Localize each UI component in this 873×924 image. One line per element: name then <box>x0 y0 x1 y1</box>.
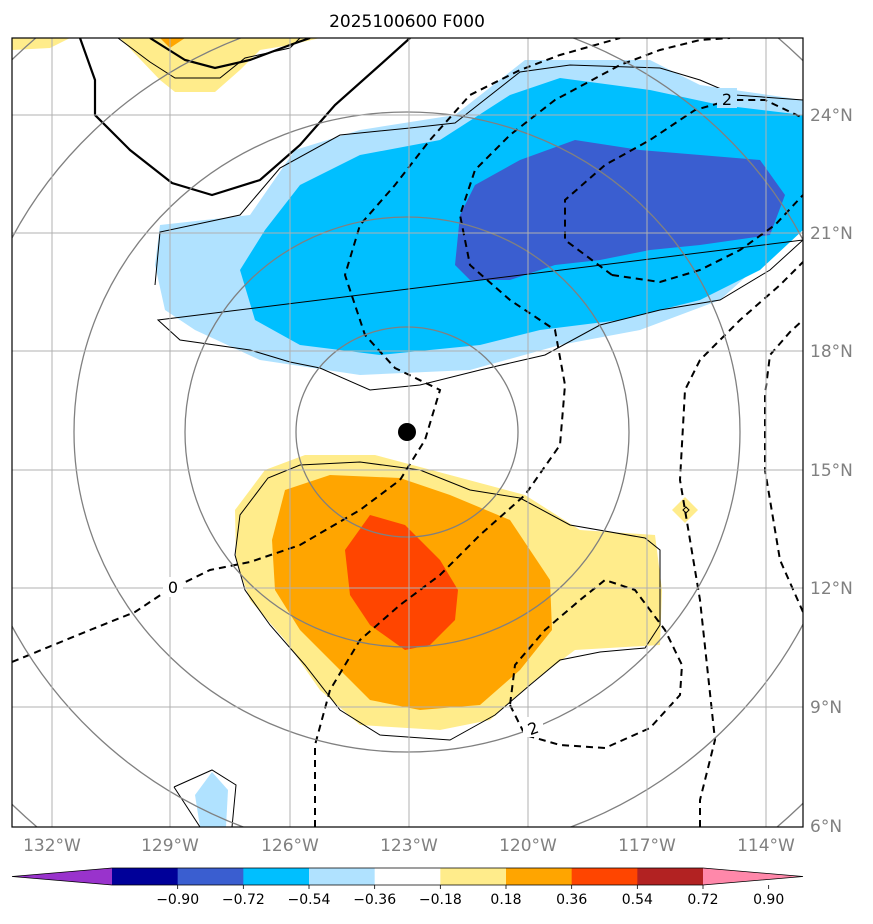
lon-label: 114°W <box>737 836 795 856</box>
plot-frame <box>11 37 804 828</box>
positive-anomaly-top-strong-region <box>160 38 185 48</box>
positive-anomaly-top-region <box>12 38 320 92</box>
lat-label: 15°N <box>810 461 853 481</box>
colorbar-tick-label: 0.18 <box>490 892 521 908</box>
lat-label: 6°N <box>810 817 842 837</box>
solid-contour <box>78 38 411 197</box>
storm-center-marker <box>398 423 416 441</box>
colorbar-segment <box>177 868 244 885</box>
colorbar-segment <box>243 868 310 885</box>
colorbar-tick-label: −0.18 <box>419 892 462 908</box>
positive-anomaly-strong-region <box>345 515 458 650</box>
colorbar-segment <box>440 868 507 885</box>
colorbar-tick-label: −0.54 <box>288 892 331 908</box>
solid-contour-top <box>149 38 311 70</box>
lat-label: 9°N <box>810 698 842 718</box>
longitude-labels: 132°W 129°W 126°W 123°W 120°W 117°W 114°… <box>23 836 795 856</box>
colorbar-segment <box>309 868 376 885</box>
negative-anomaly-small-region <box>195 772 228 827</box>
lat-label: 12°N <box>810 579 853 599</box>
lat-label: 21°N <box>810 224 853 244</box>
bottom-anomaly-outline <box>173 769 237 827</box>
lon-label: 123°W <box>380 836 438 856</box>
lon-label: 117°W <box>618 836 676 856</box>
colorbar-segment <box>571 868 638 885</box>
dashed-contours <box>12 38 803 827</box>
lat-label: 24°N <box>810 106 853 126</box>
colorbar-tick-label: 0.54 <box>622 892 653 908</box>
lat-label: 18°N <box>810 342 853 362</box>
lon-label: 129°W <box>141 836 199 856</box>
negative-anomaly-outline <box>154 64 803 391</box>
colorbar-extend-high <box>703 868 803 885</box>
colorbar-tick-label: 0.90 <box>753 892 784 908</box>
colorbar-tick-label: −0.36 <box>353 892 396 908</box>
colorbar-tick-label: 0.72 <box>687 892 718 908</box>
colorbar-tick-label: −0.90 <box>156 892 199 908</box>
colorbar-segment <box>506 868 573 885</box>
colorbar-tick-label: −0.72 <box>222 892 265 908</box>
lon-label: 132°W <box>23 836 81 856</box>
lon-label: 126°W <box>261 836 319 856</box>
positive-anomaly-small-region <box>672 497 698 523</box>
colorbar-segment <box>637 868 704 885</box>
contour-label-zero: 0 <box>168 578 178 597</box>
positive-anomaly-outline <box>234 461 661 741</box>
colorbar-extend-low <box>12 868 112 885</box>
colorbar-segment <box>374 868 441 885</box>
figure-title: 2025100600 F000 <box>329 12 485 32</box>
negative-anomaly-strong-region <box>455 140 785 280</box>
colorbar: −0.90 −0.72 −0.54 −0.36 −0.18 0.18 0.36 0.54 0.7… <box>11 867 804 908</box>
gridlines <box>12 38 803 827</box>
colorbar-segment <box>112 868 179 885</box>
lon-label: 120°W <box>499 836 557 856</box>
latitude-labels: 6°N 9°N 12°N 15°N 18°N 21°N 24°N <box>810 106 853 837</box>
colorbar-tick-label: 0.36 <box>556 892 587 908</box>
contour-label-two-top: 2 <box>722 90 732 109</box>
